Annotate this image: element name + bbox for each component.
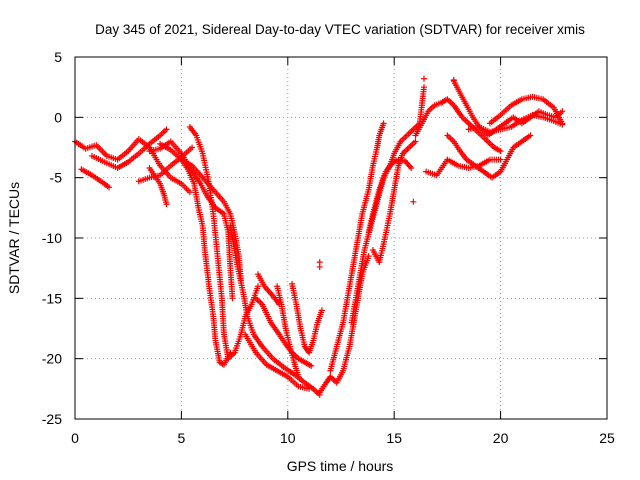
data-point <box>163 201 170 208</box>
data-point <box>186 189 193 196</box>
x-tick-label: 0 <box>71 430 79 446</box>
series-track-b <box>78 166 113 191</box>
y-tick-label: -10 <box>42 230 62 246</box>
data-point <box>559 121 566 128</box>
x-tick-label: 15 <box>386 430 402 446</box>
y-tick-label: -20 <box>42 351 62 367</box>
series-track-y <box>486 93 566 127</box>
series-track-a <box>72 136 193 196</box>
x-tick-label: 10 <box>280 430 296 446</box>
data-point <box>295 373 302 380</box>
isolated-points <box>316 75 457 270</box>
data-point <box>227 349 234 356</box>
series-track-e <box>146 165 170 208</box>
series-track-v <box>444 132 534 181</box>
data-point <box>420 75 427 82</box>
y-tick-label: 0 <box>54 109 62 125</box>
data-point <box>412 138 419 145</box>
data-point <box>450 76 457 83</box>
data-point <box>316 263 323 270</box>
chart-title: Day 345 of 2021, Sidereal Day-to-day VTE… <box>95 22 585 37</box>
series-track-t <box>369 138 419 266</box>
data-point <box>106 184 113 191</box>
data-point <box>255 283 262 290</box>
grid-lines <box>75 57 607 419</box>
data-point <box>420 84 427 91</box>
series-track-w <box>423 156 504 179</box>
data-point <box>527 132 534 139</box>
series-track-c <box>89 126 170 172</box>
series-track-k <box>242 331 313 392</box>
data-point <box>229 295 236 302</box>
y-tick-label: -25 <box>42 411 62 427</box>
data-point <box>318 307 325 314</box>
data-point <box>306 385 313 392</box>
data-point <box>410 198 417 205</box>
x-tick-label: 25 <box>599 430 615 446</box>
series-track-j <box>227 222 323 398</box>
data-point <box>365 253 372 260</box>
data-point <box>163 126 170 133</box>
y-tick-label: -5 <box>50 170 63 186</box>
axis-ticks: 0 5 10 15 20 25 5 0 -5 -10 -15 -20 -25 <box>42 49 615 446</box>
y-tick-label: 5 <box>54 49 62 65</box>
y-axis-label: SDTVAR / TECUs <box>6 182 22 294</box>
x-tick-label: 5 <box>178 430 186 446</box>
data-point <box>408 165 415 172</box>
data-point <box>189 144 196 151</box>
series-track-g <box>178 156 234 368</box>
series-track-h <box>146 138 236 302</box>
data-point <box>559 108 566 115</box>
data-point <box>380 120 387 127</box>
y-tick-label: -15 <box>42 290 62 306</box>
series-track-n <box>274 283 302 380</box>
data-points-layer <box>72 75 566 398</box>
x-axis-label: GPS time / hours <box>287 458 394 474</box>
data-point <box>497 148 504 155</box>
series-track-s <box>365 156 415 235</box>
x-tick-label: 20 <box>493 430 509 446</box>
series-track-z <box>465 111 566 135</box>
data-point <box>308 362 315 369</box>
data-point <box>497 156 504 163</box>
series-track-i <box>157 140 244 284</box>
series-track-q <box>327 120 387 374</box>
series-track-o <box>289 280 325 356</box>
